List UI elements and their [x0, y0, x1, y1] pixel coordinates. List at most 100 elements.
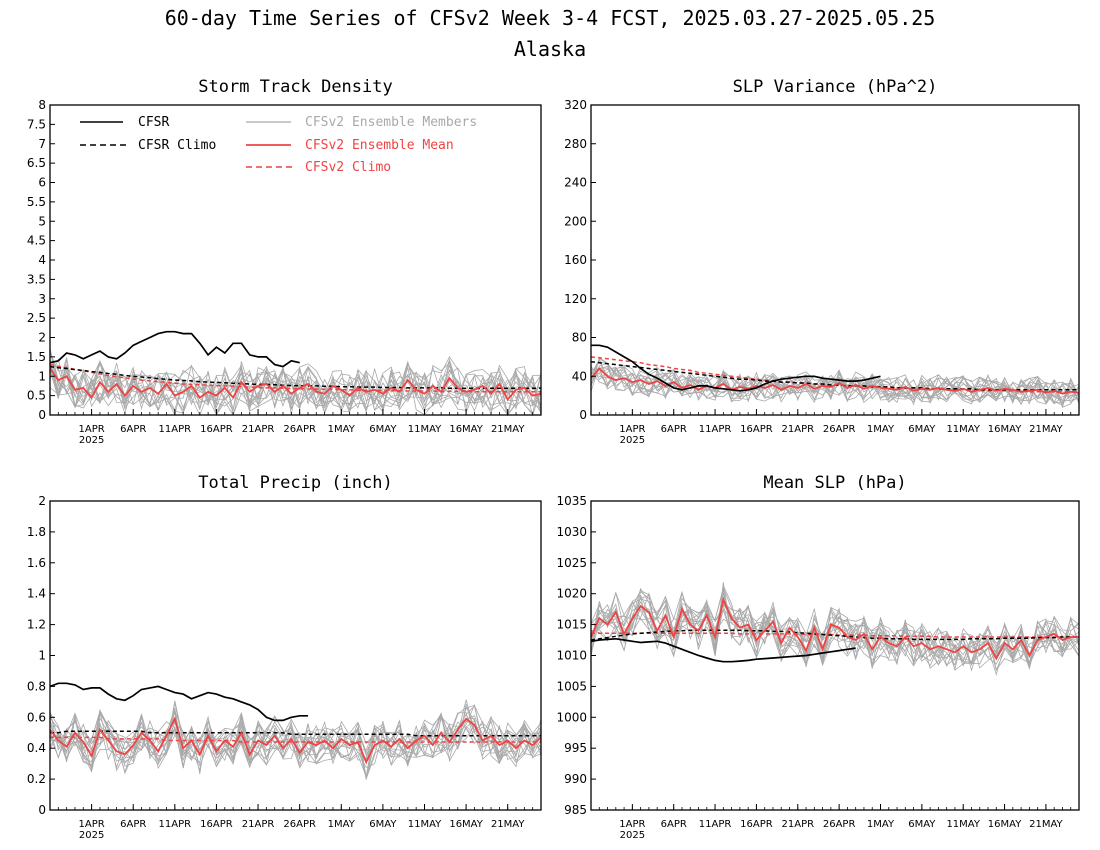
- x-tick-label: 26APR: [823, 819, 856, 830]
- cfsr-climo-line: [49, 365, 541, 390]
- ens-mean-line: [590, 367, 1080, 395]
- y-tick-label: 1.8: [27, 525, 46, 539]
- x-tick-label: 11MAY: [408, 819, 442, 830]
- ensemble-member-line: [49, 365, 542, 417]
- ensemble-member-line: [590, 600, 1080, 666]
- panel-storm-track-density: Storm Track Density 0 0.5 1 1.5 2 2.5 3 3.5 4 4.5 5…: [27, 77, 542, 446]
- y-tick-label: 0.4: [27, 741, 46, 755]
- x-tick-label: 26APR: [283, 819, 316, 830]
- panel-slp-variance: SLP Variance (hPa^2) 0 40 80 120 160 200 240 280…: [564, 77, 1080, 446]
- cfsv2-climo-line: [50, 736, 541, 743]
- y-tick-label: 0.2: [27, 772, 46, 786]
- ensemble-member-line: [49, 358, 542, 414]
- x-tick-label: 21MAY: [1029, 819, 1063, 830]
- y-tick-label: 1.4: [27, 587, 46, 601]
- x-tick-label: 6APR: [120, 424, 146, 435]
- y-tick-label: 200: [564, 214, 587, 228]
- x-tick-label: 1MAY: [328, 819, 356, 830]
- cfsv2-climo-line: [591, 632, 1079, 638]
- panel-mean-slp: Mean SLP (hPa) 985 990 995 1000 1005 1010 1015 1…: [556, 473, 1080, 841]
- cfsr-climo-line: [50, 730, 541, 737]
- x-tick-label: 6APR: [661, 819, 687, 830]
- ensemble-member-line: [49, 361, 542, 416]
- x-tick-year-label: 2025: [79, 830, 104, 841]
- panel-title: Mean SLP (hPa): [763, 473, 906, 493]
- ensemble-member-line: [590, 608, 1080, 672]
- x-tick-label: 6MAY: [908, 819, 936, 830]
- y-tick-label: 1010: [556, 649, 587, 663]
- y-tick-label: 1030: [556, 525, 587, 539]
- x-tick-label: 1APR: [619, 424, 645, 435]
- x-tick-label: 11MAY: [946, 424, 980, 435]
- ensemble-member-line: [590, 356, 1080, 408]
- plot-frame: [590, 500, 1080, 811]
- y-tick-label: 7: [38, 137, 46, 151]
- y-tick-label: 120: [564, 292, 587, 306]
- cfsr-line: [590, 637, 856, 663]
- y-tick-label: 0.5: [27, 389, 46, 403]
- x-tick-label: 6APR: [120, 819, 146, 830]
- x-tick-label: 6MAY: [369, 424, 397, 435]
- y-tick-label: 985: [564, 803, 587, 817]
- x-tick-label: 16APR: [200, 819, 233, 830]
- y-tick-label: 6: [38, 176, 46, 190]
- x-tick-label: 11APR: [159, 424, 192, 435]
- x-tick-label: 16APR: [740, 819, 773, 830]
- y-tick-label: 1: [38, 649, 46, 663]
- ensemble-member-line: [590, 357, 1080, 403]
- y-tick-label: 1.2: [27, 618, 46, 632]
- y-tick-label: 0: [38, 408, 46, 422]
- y-tick-label: 4: [38, 253, 46, 267]
- ensemble-member-line: [590, 604, 1080, 667]
- y-tick-label: 0.8: [27, 679, 46, 693]
- y-tick-label: 5: [38, 214, 46, 228]
- plot-frame: [49, 104, 542, 416]
- x-tick-label: 11APR: [699, 819, 732, 830]
- y-tick-label: 6.5: [27, 156, 46, 170]
- x-tick-label: 16APR: [200, 424, 233, 435]
- y-tick-label: 1000: [556, 710, 587, 724]
- legend-ens-mean-label: CFSv2 Ensemble Mean: [305, 138, 454, 153]
- panel-title: Total Precip (inch): [198, 473, 392, 493]
- x-tick-label: 16MAY: [988, 424, 1022, 435]
- y-tick-label: 0: [38, 803, 46, 817]
- x-tick-label: 21APR: [782, 424, 815, 435]
- cfsr-line: [591, 344, 881, 392]
- y-tick-label: 40: [572, 369, 587, 383]
- ens-mean-line: [49, 367, 542, 402]
- x-tick-year-label: 2025: [620, 435, 645, 446]
- ens-mean-line: [49, 716, 542, 765]
- y-tick-label: 1: [38, 369, 46, 383]
- y-tick-label: 1025: [556, 556, 587, 570]
- panel-title: SLP Variance (hPa^2): [733, 77, 938, 97]
- legend-members-label: CFSv2 Ensemble Members: [305, 115, 477, 130]
- x-tick-label: 1APR: [79, 424, 105, 435]
- x-tick-label: 26APR: [283, 424, 316, 435]
- cfsr-line: [49, 330, 300, 368]
- x-tick-label: 1MAY: [867, 819, 895, 830]
- ensemble-member-line: [49, 709, 542, 771]
- x-tick-label: 21APR: [242, 819, 275, 830]
- x-tick-year-label: 2025: [620, 830, 645, 841]
- y-tick-label: 280: [564, 137, 587, 151]
- y-tick-label: 2.5: [27, 311, 46, 325]
- y-tick-label: 4.5: [27, 234, 46, 248]
- x-tick-label: 21MAY: [491, 424, 525, 435]
- y-tick-label: 80: [572, 331, 587, 345]
- legend-cfsv2-climo-label: CFSv2 Climo: [305, 160, 391, 175]
- x-tick-label: 16MAY: [988, 819, 1022, 830]
- x-tick-label: 21MAY: [491, 819, 525, 830]
- ensemble-members: [49, 347, 542, 417]
- x-tick-label: 6MAY: [908, 424, 936, 435]
- figure-title-line1: 60-day Time Series of CFSv2 Week 3-4 FCS…: [165, 6, 936, 30]
- x-tick-label: 21APR: [242, 424, 275, 435]
- y-tick-label: 320: [564, 98, 587, 112]
- ensemble-member-line: [49, 705, 542, 769]
- y-tick-label: 240: [564, 176, 587, 190]
- ensemble-member-line: [49, 713, 542, 779]
- ensemble-member-line: [49, 715, 542, 766]
- x-tick-label: 1MAY: [867, 424, 895, 435]
- x-tick-label: 21APR: [782, 819, 815, 830]
- y-tick-label: 1035: [556, 494, 587, 508]
